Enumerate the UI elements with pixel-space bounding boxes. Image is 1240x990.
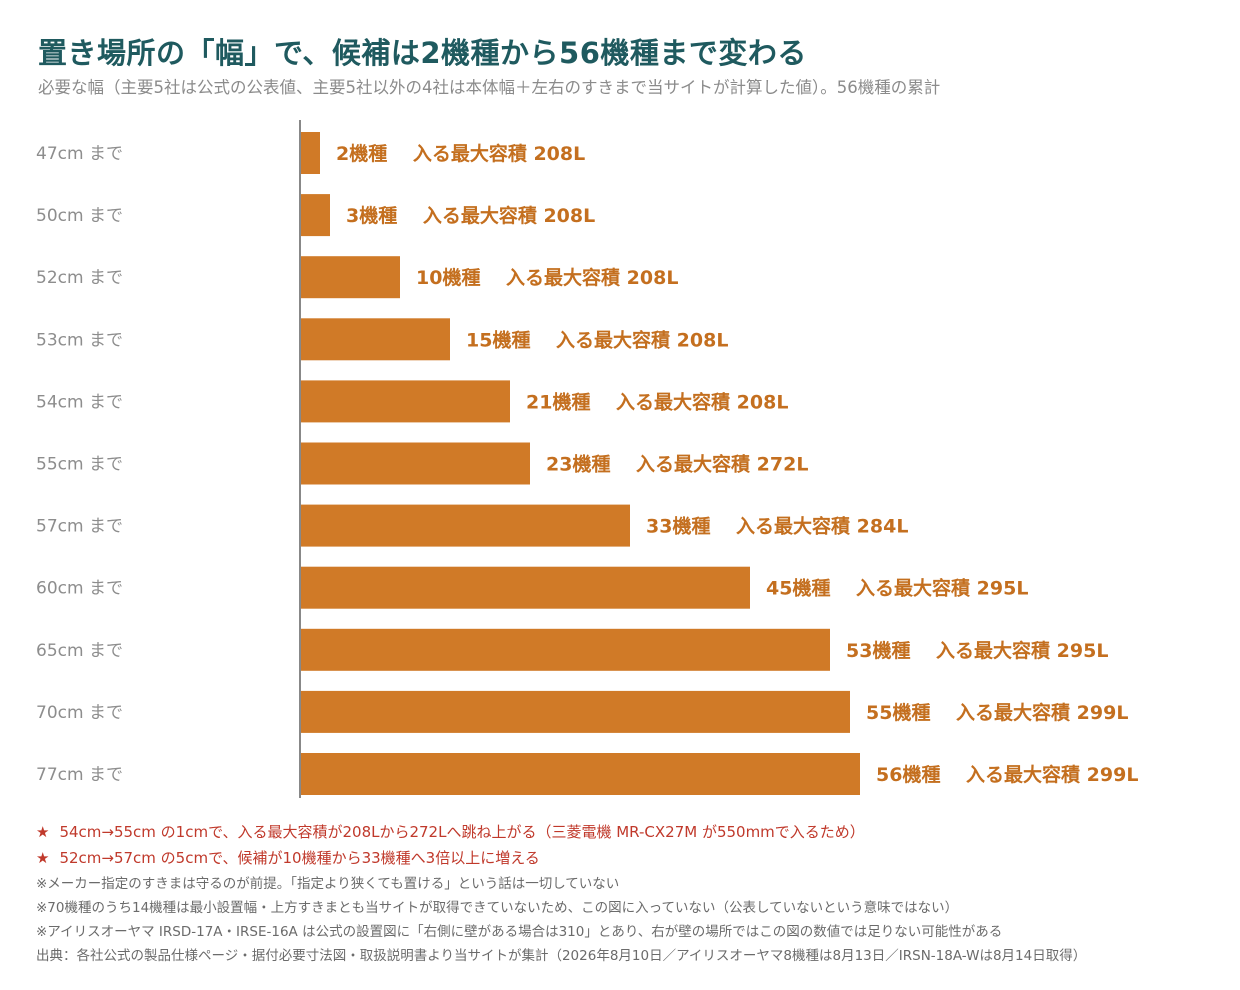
data-label: 56機種 入る最大容積 299L bbox=[876, 763, 1138, 786]
footnote-2: ※70機種のうち14機種は最小設置幅・上方すきまとも当サイトが取得できていないた… bbox=[36, 900, 959, 916]
star-note-1: ★ 54cm→55cm の1cmで、入る最大容積が208Lから272Lへ跳ね上がる… bbox=[36, 822, 1226, 842]
category-label: 55cm まで bbox=[36, 455, 123, 475]
bar bbox=[300, 566, 750, 609]
source-note: 出典：各社公式の製品仕様ページ・据付必要寸法図・取扱説明書より当サイトが集計（2… bbox=[36, 948, 1087, 964]
star-icon: ★ bbox=[36, 849, 50, 867]
data-label: 2機種 入る最大容積 208L bbox=[336, 142, 585, 165]
bar bbox=[300, 628, 830, 671]
bar bbox=[300, 132, 320, 174]
category-label: 77cm まで bbox=[36, 765, 123, 785]
bar bbox=[300, 690, 850, 733]
bar bbox=[300, 318, 450, 361]
star-note-2-text: 52cm→57cm の5cmで、候補が10機種から33機種へ3倍以上に増える bbox=[59, 849, 540, 867]
data-label: 21機種 入る最大容積 208L bbox=[526, 390, 788, 413]
chart-subtitle: 必要な幅（主要5社は公式の公表値、主要5社以外の4社は本体幅＋左右のすきまで当サ… bbox=[38, 78, 941, 97]
data-label: 33機種 入る最大容積 284L bbox=[646, 515, 908, 538]
bar-chart: 47cm まで 2機種 入る最大容積 208L 50cm まで 3機種 入る最大容積 … bbox=[36, 120, 1138, 798]
bar bbox=[300, 256, 400, 299]
data-label: 15機種 入る最大容積 208L bbox=[466, 328, 728, 351]
category-label: 52cm まで bbox=[36, 268, 123, 288]
category-label: 50cm まで bbox=[36, 206, 123, 226]
star-note-2: ★ 52cm→57cm の5cmで、候補が10機種から33機種へ3倍以上に増える bbox=[36, 848, 1226, 868]
star-note-1-text: 54cm→55cm の1cmで、入る最大容積が208Lから272Lへ跳ね上がる（… bbox=[59, 823, 865, 841]
category-label: 65cm まで bbox=[36, 641, 123, 661]
category-label: 60cm まで bbox=[36, 579, 123, 599]
bar bbox=[300, 194, 330, 237]
category-label: 53cm まで bbox=[36, 330, 123, 350]
data-label: 45機種 入る最大容積 295L bbox=[766, 577, 1028, 600]
bar bbox=[300, 442, 530, 485]
data-label: 23機種 入る最大容積 272L bbox=[546, 453, 808, 476]
notes-section: ★ 54cm→55cm の1cmで、入る最大容積が208Lから272Lへ跳ね上がる… bbox=[36, 822, 1226, 970]
star-icon: ★ bbox=[36, 823, 50, 841]
category-label: 57cm まで bbox=[36, 517, 123, 537]
data-label: 10機種 入る最大容積 208L bbox=[416, 266, 678, 289]
category-label: 54cm まで bbox=[36, 392, 123, 412]
bar bbox=[300, 753, 860, 795]
bar bbox=[300, 504, 630, 547]
bar bbox=[300, 380, 510, 423]
data-label: 55機種 入る最大容積 299L bbox=[866, 701, 1128, 724]
data-label: 3機種 入る最大容積 208L bbox=[346, 204, 595, 227]
chart-title: 置き場所の「幅」で、候補は2機種から56機種まで変わる bbox=[38, 36, 807, 70]
category-label: 70cm まで bbox=[36, 703, 123, 723]
category-label: 47cm まで bbox=[36, 144, 123, 164]
data-label: 53機種 入る最大容積 295L bbox=[846, 639, 1108, 662]
footnote-3: ※アイリスオーヤマ IRSD-17A・IRSE-16A は公式の設置図に「右側に… bbox=[36, 924, 1003, 940]
footnote-1: ※メーカー指定のすきまは守るのが前提。「指定より狭くても置ける」という話は一切し… bbox=[36, 876, 620, 892]
